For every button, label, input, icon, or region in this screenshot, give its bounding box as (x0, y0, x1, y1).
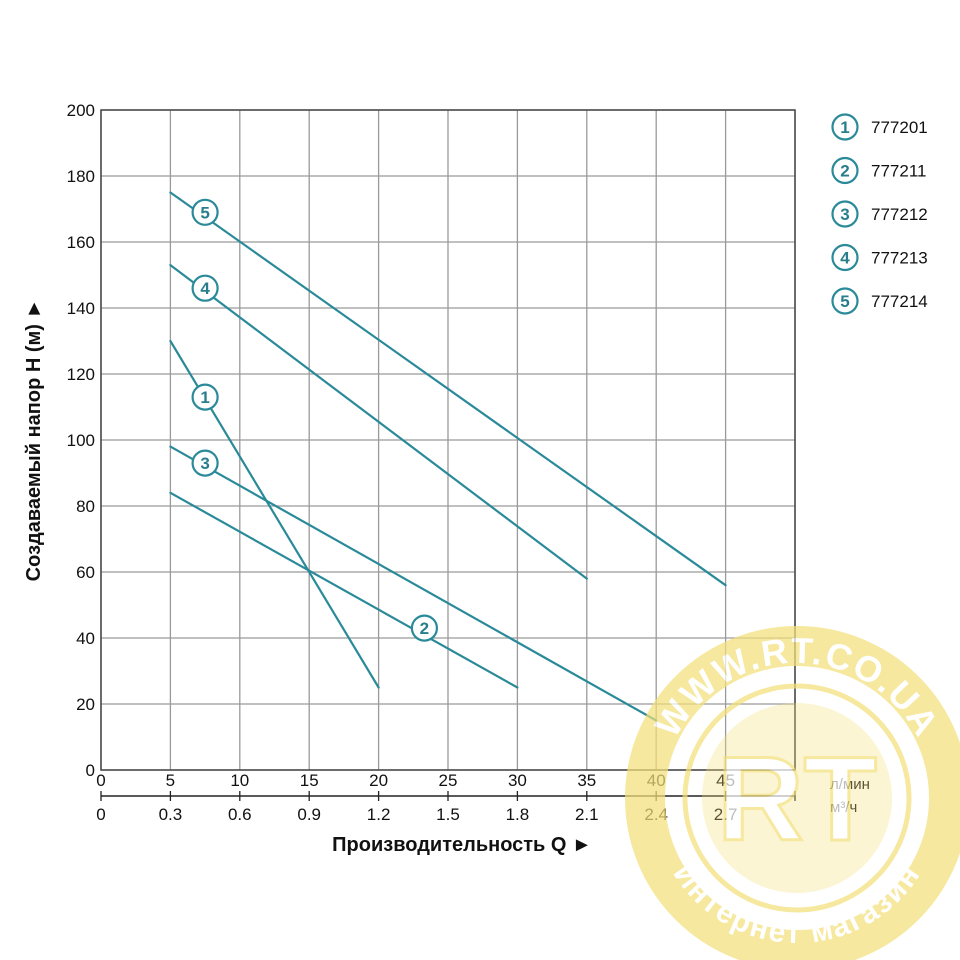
y-tick-label: 160 (67, 233, 95, 252)
x-axis-title: Производительность Q ► (332, 834, 592, 856)
series-line-777211 (169, 491, 519, 689)
y-tick-labels: 0 20 40 60 80 100 120 140 160 180 200 (67, 101, 95, 780)
legend-entry-777211: 777211 (871, 162, 926, 181)
x-tick-label: 15 (300, 771, 319, 790)
y-tick-label: 200 (67, 101, 95, 120)
x-tick-label: 45 (716, 771, 735, 790)
x-tick-label-secondary: 1.2 (367, 805, 391, 824)
legend-entry-777212: 777212 (871, 205, 928, 224)
legend-entry-777214: 777214 (871, 292, 928, 311)
legend-badge-label: 3 (840, 205, 849, 224)
legend-badge-2 (831, 156, 859, 185)
y-tick-label: 0 (86, 761, 95, 780)
legend-entry-777201: 777201 (871, 118, 928, 137)
x-tick-label-secondary: 1.8 (506, 805, 530, 824)
legend-badge-4 (831, 243, 859, 272)
y-tick-label: 20 (76, 695, 95, 714)
y-tick-label: 140 (67, 299, 95, 318)
series-badge-label: 2 (420, 619, 429, 638)
series-line-777214 (169, 191, 727, 587)
series-badge-1 (191, 383, 219, 411)
watermark-inner-ring (682, 683, 912, 913)
x-tick-label-secondary: 1.5 (436, 805, 460, 824)
legend-badge-1 (831, 113, 859, 141)
x-tick-label-secondary: 0 (96, 805, 105, 824)
x-tick-label: 20 (369, 771, 388, 790)
x-tick-label-secondary: 0.6 (228, 805, 252, 824)
series-badge-3 (191, 449, 219, 477)
plot-frame (100, 109, 796, 771)
x-unit-secondary: м³/ч (830, 799, 857, 816)
series-badge-4 (191, 274, 219, 302)
legend-badge-label: 2 (840, 162, 849, 181)
series-badge-5 (191, 198, 219, 226)
x-tick-label: 5 (166, 771, 175, 790)
y-tick-label: 80 (76, 497, 95, 516)
series-badge-label: 4 (200, 279, 210, 298)
watermark-seal: RT WWW.RT.CO.UA Интернет магазин (625, 626, 960, 960)
legend-badge-3 (831, 200, 859, 228)
series-badge-label: 3 (200, 454, 209, 473)
legend-badge-label: 1 (840, 118, 849, 137)
legend-badge-label: 5 (840, 292, 849, 311)
watermark-logo: RT (717, 732, 877, 866)
legend-badge-label: 4 (840, 249, 850, 268)
y-tick-label: 60 (76, 563, 95, 582)
x-tick-label-secondary: 0.9 (297, 805, 321, 824)
series-labels: 1 2 3 4 5 (191, 198, 439, 642)
x-tick-label: 0 (96, 771, 105, 790)
x-tick-label: 35 (577, 771, 596, 790)
y-tick-label: 180 (67, 167, 95, 186)
x-tick-label: 10 (230, 771, 249, 790)
y-axis-title: Создаваемый напор H (м) ► (23, 299, 45, 582)
watermark-outer-ring (625, 626, 960, 960)
series-badge-label: 5 (200, 203, 209, 222)
series-badge-label: 1 (200, 388, 209, 407)
x-axis: 0050.3100.6150.9201.2251.5301.8352.1402.… (96, 771, 796, 824)
legend-badge-5 (831, 287, 859, 315)
y-tick-label: 40 (76, 629, 95, 648)
y-tick-label: 120 (67, 365, 95, 384)
legend: 1 777201 2 777211 3 777212 4 777213 5 777214 (831, 113, 928, 315)
x-tick-label-secondary: 0.3 (159, 805, 183, 824)
legend-entry-777213: 777213 (871, 249, 928, 268)
y-tick-label: 100 (67, 431, 95, 450)
series-badge-2 (410, 614, 439, 642)
x-tick-label-secondary: 2.7 (714, 805, 738, 824)
x-tick-label-secondary: 2.1 (575, 805, 599, 824)
watermark-inner-fill (702, 703, 892, 893)
series-line-777212 (169, 445, 658, 722)
x-unit-primary: л/мин (830, 776, 870, 793)
x-tick-label: 25 (439, 771, 458, 790)
x-tick-label: 30 (508, 771, 527, 790)
series-line-777213 (169, 264, 588, 580)
grid (100, 109, 796, 771)
